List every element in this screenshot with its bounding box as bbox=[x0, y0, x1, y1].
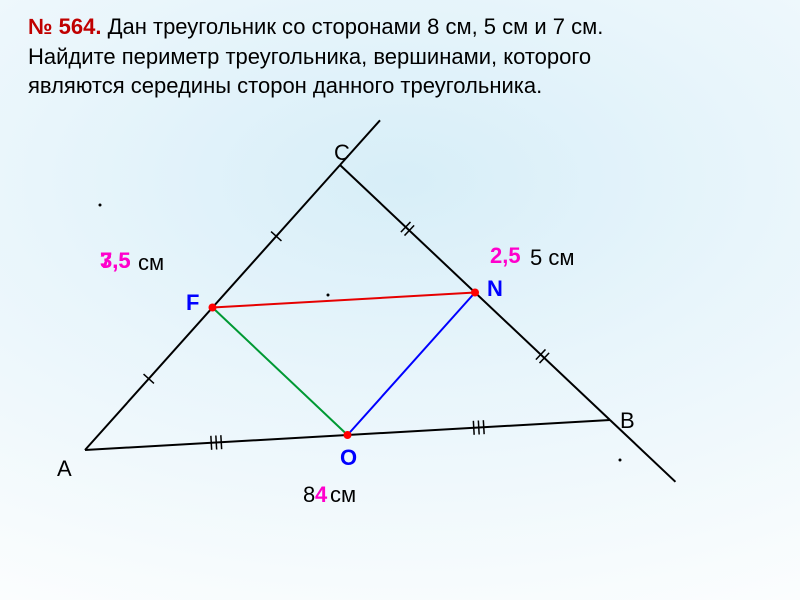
vertex-label-C: C bbox=[334, 140, 350, 166]
geometry-diagram bbox=[0, 0, 800, 600]
side-AB-value-pink: 4 bbox=[315, 482, 327, 508]
vertex-label-A: A bbox=[57, 456, 72, 482]
side-CB-value-pink: 2,5 bbox=[490, 243, 521, 269]
side-AB-unit: см bbox=[330, 482, 356, 508]
midpoint-label-N: N bbox=[487, 276, 503, 302]
side-CB-unit: 5 см bbox=[530, 245, 574, 271]
midpoint-label-O: O bbox=[340, 445, 357, 471]
vertex-label-B: B bbox=[620, 408, 635, 434]
side-AB-black: 8 bbox=[303, 482, 315, 508]
midpoint-label-F: F bbox=[186, 290, 199, 316]
side-AC-unit: см bbox=[138, 250, 164, 276]
